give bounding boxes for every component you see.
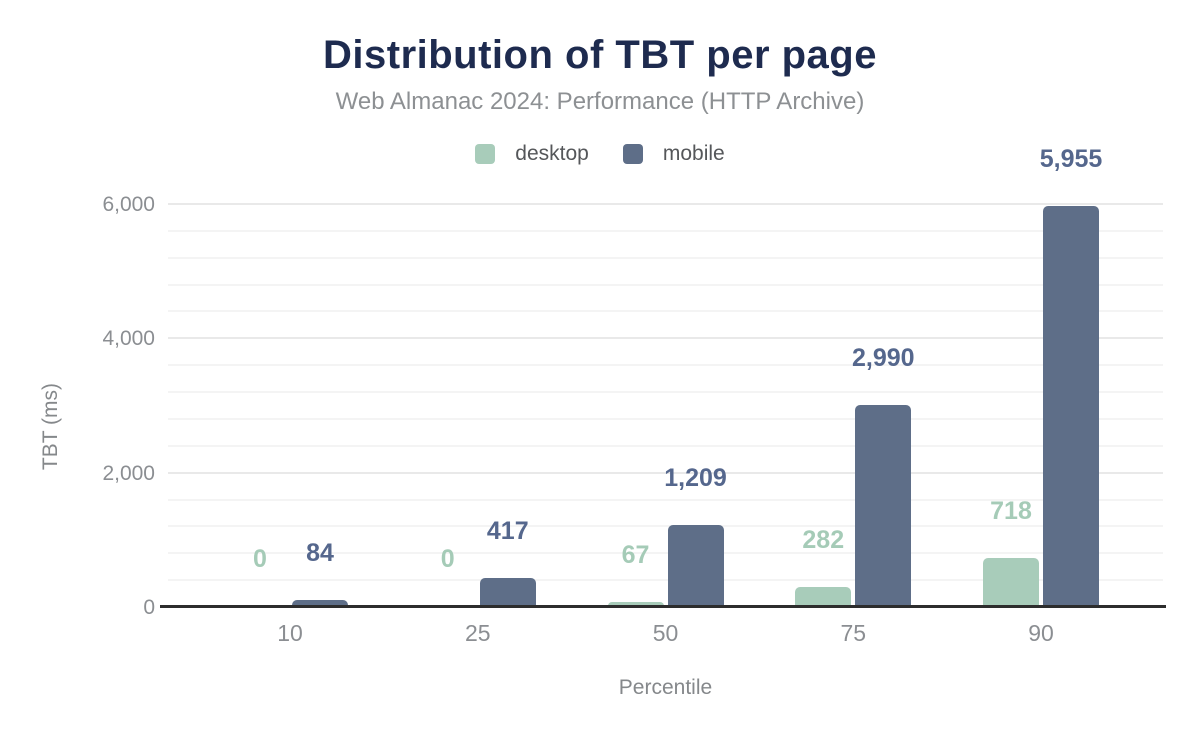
bar-mobile-p10 <box>292 600 348 606</box>
value-label-desktop-p25: 0 <box>440 545 455 573</box>
legend-item-desktop[interactable]: desktop <box>475 142 589 166</box>
chart-title: Distribution of TBT per page <box>323 33 877 77</box>
gridline-3600 <box>168 364 1163 367</box>
x-tick-p25: 25 <box>464 620 491 646</box>
gridline-2000 <box>168 471 1163 474</box>
bar-desktop-p75 <box>795 587 852 606</box>
plot-area: 0 2,000 4,000 6,000 10 0 84 25 0 417 50 67 1,209 75 28… <box>102 145 1166 646</box>
y-axis-title: TBT (ms) <box>39 382 62 471</box>
value-label-mobile-p50: 1,209 <box>664 463 727 492</box>
gridline-4000 <box>168 337 1163 340</box>
bar-mobile-p75 <box>855 405 912 606</box>
bar-mobile-p90 <box>1043 206 1099 606</box>
value-label-desktop-p90: 718 <box>990 496 1032 525</box>
y-axis-title-wrap: TBT (ms) <box>30 225 72 628</box>
gridline-2400 <box>168 444 1163 447</box>
gridline-800 <box>168 552 1163 555</box>
y-tick-4000: 4,000 <box>102 327 155 351</box>
legend: desktop mobile <box>0 142 1200 166</box>
x-tick-p90: 90 <box>1028 620 1054 646</box>
gridline-400 <box>168 579 1163 582</box>
chart-subtitle: Web Almanac 2024: Performance (HTTP Arch… <box>335 88 865 115</box>
legend-swatch-desktop <box>475 144 496 164</box>
gridline-6000 <box>168 203 1163 205</box>
bar-desktop-p50 <box>607 601 664 606</box>
value-label-desktop-p75: 282 <box>802 526 845 555</box>
gridline-3200 <box>168 391 1163 394</box>
x-tick-p50: 50 <box>652 620 679 646</box>
value-label-mobile-p10: 84 <box>306 539 334 568</box>
value-label-mobile-p25: 417 <box>486 517 529 545</box>
gridline-2800 <box>168 417 1163 420</box>
y-tick-0: 0 <box>143 596 155 619</box>
value-label-desktop-p10: 0 <box>253 545 267 573</box>
value-label-mobile-p90: 5,955 <box>1039 145 1103 174</box>
legend-item-mobile[interactable]: mobile <box>622 142 725 166</box>
x-tick-p75: 75 <box>840 620 867 646</box>
gridline-5600 <box>168 229 1163 232</box>
gridline-4800 <box>168 283 1163 286</box>
gridline-1200 <box>168 525 1163 528</box>
legend-label-mobile: mobile <box>662 142 725 165</box>
y-tick-6000: 6,000 <box>102 193 155 216</box>
x-tick-p10: 10 <box>277 620 303 646</box>
bar-mobile-p50 <box>667 524 724 606</box>
bar-desktop-p90 <box>983 557 1039 606</box>
x-axis-line <box>160 605 1166 608</box>
legend-label-desktop: desktop <box>515 142 589 165</box>
gridline-4400 <box>168 310 1163 313</box>
gridline-1600 <box>168 498 1163 501</box>
bar-mobile-p25 <box>479 578 536 606</box>
x-axis-title: Percentile <box>618 676 713 699</box>
gridline-5200 <box>168 256 1163 259</box>
value-label-desktop-p50: 67 <box>621 540 650 569</box>
value-label-mobile-p75: 2,990 <box>851 344 915 373</box>
y-tick-2000: 2,000 <box>102 461 155 485</box>
legend-swatch-mobile <box>622 144 643 164</box>
